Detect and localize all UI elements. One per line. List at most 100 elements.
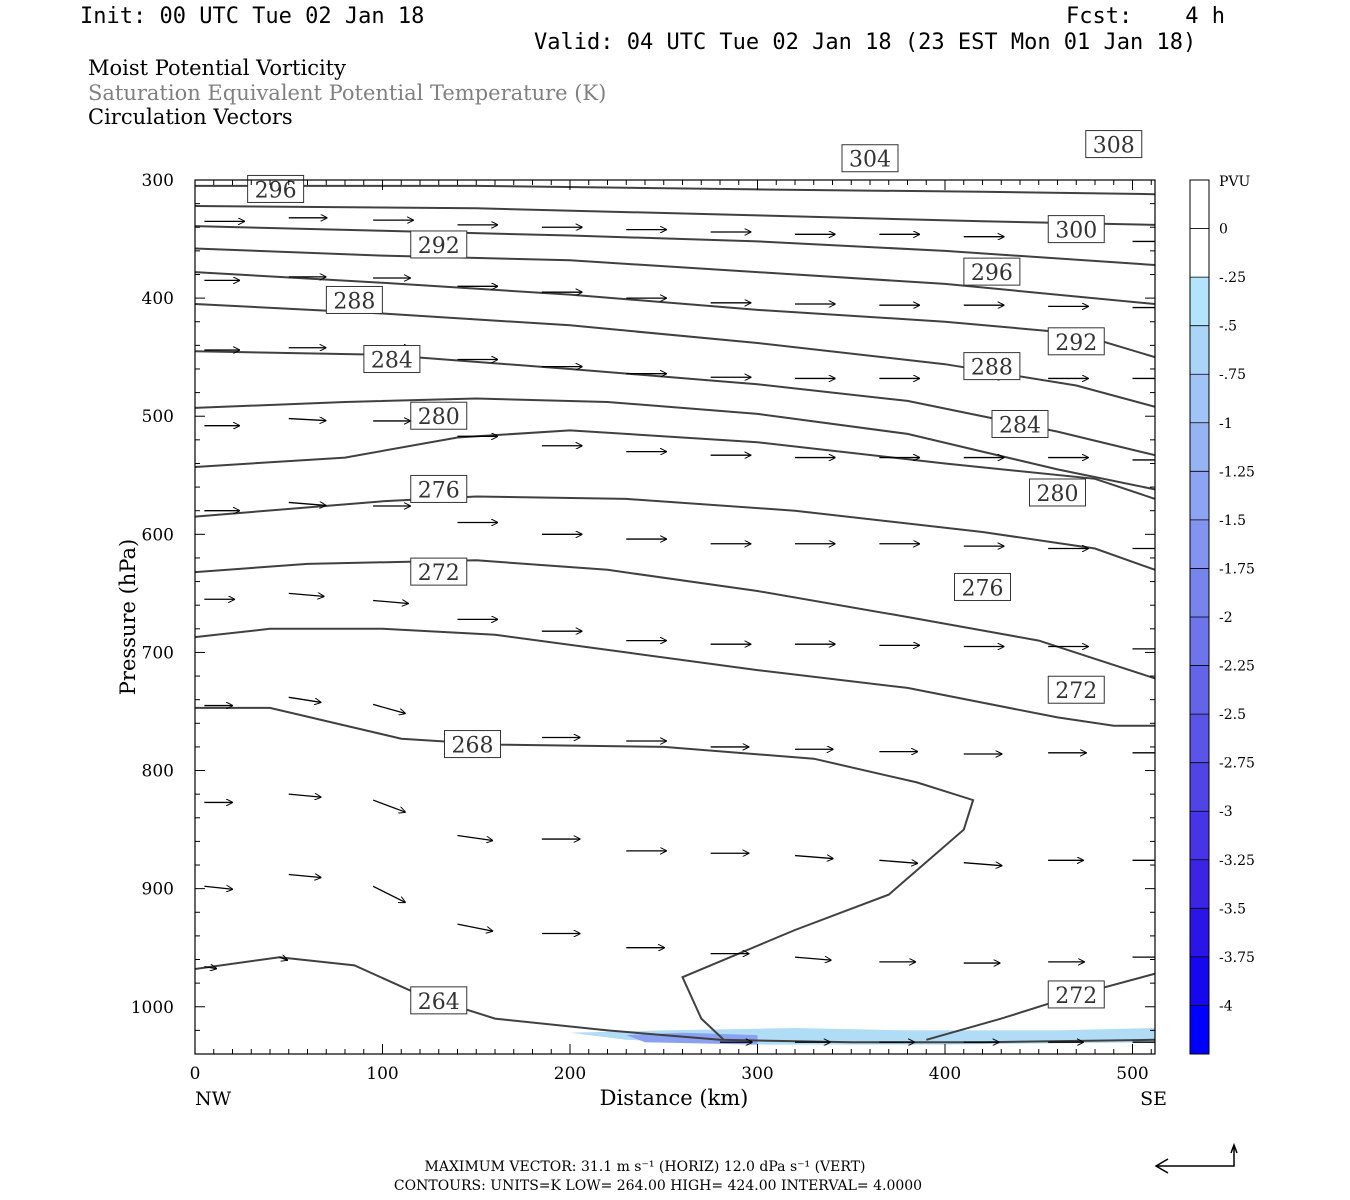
x-tick-label: 0 <box>190 1064 201 1084</box>
colorbar-level-label: -1.5 <box>1219 513 1246 529</box>
contour-label-text: 292 <box>1055 331 1097 356</box>
vector-109 <box>279 957 287 960</box>
contour-label-text: 292 <box>418 234 460 259</box>
legend-vectors: Circulation Vectors <box>88 105 293 129</box>
contour-264-0 <box>195 956 1155 1044</box>
legend-theta-es: Saturation Equivalent Potential Temperat… <box>88 81 607 105</box>
vector-86 <box>372 799 405 812</box>
x-tick-label: 300 <box>741 1064 773 1084</box>
colorbar-swatch <box>1190 908 1209 958</box>
colorbar-level-label: -1 <box>1219 416 1233 432</box>
colorbar-swatch <box>1190 714 1209 764</box>
circulation-vectors <box>204 218 1155 1042</box>
colorbar-level-label: -4 <box>1219 998 1233 1014</box>
contour-label-18: 304 <box>841 144 899 173</box>
contour-label-text: 276 <box>418 478 460 503</box>
contour-316-14 <box>195 184 1155 196</box>
vector-92 <box>879 860 917 863</box>
y-tick-label: 400 <box>142 289 174 309</box>
colorbar-level-label: -2.25 <box>1219 659 1255 675</box>
init-time: Init: 00 UTC Tue 02 Jan 18 <box>80 4 425 29</box>
colorbar-level-label: -2 <box>1219 610 1233 626</box>
contour-label-12: 288 <box>325 285 383 314</box>
x-tick-label: 500 <box>1116 1064 1148 1084</box>
colorbar-swatch <box>1190 277 1209 327</box>
valid-time: Valid: 04 UTC Tue 02 Jan 18 (23 EST Mon … <box>534 30 1197 55</box>
contour-label-4: 272 <box>1047 675 1105 704</box>
x-tick-label: 200 <box>554 1064 586 1084</box>
vector-49 <box>288 502 326 505</box>
contour-272-3 <box>926 972 1155 1041</box>
contour-label-text: 280 <box>1037 482 1079 507</box>
footer-contours: CONTOURS: UNITS=K LOW= 264.00 HIGH= 424.… <box>394 1178 922 1194</box>
contour-label-text: 284 <box>371 349 413 374</box>
vector-74 <box>372 703 405 713</box>
vector-87 <box>457 834 493 841</box>
colorbar-swatch <box>1190 471 1209 521</box>
vector-99 <box>457 923 493 931</box>
se-label: SE <box>1140 1088 1167 1110</box>
colorbar-title: PVU <box>1219 174 1251 190</box>
contour-label-1: 268 <box>444 730 501 759</box>
contour-label-3: 272 <box>1047 980 1105 1009</box>
contour-label-text: 276 <box>962 576 1004 601</box>
contour-label-text: 268 <box>452 734 494 759</box>
vector-61 <box>288 593 324 596</box>
contour-label-5: 276 <box>954 572 1011 601</box>
colorbar-swatch <box>1190 228 1209 278</box>
x-tick-label: 100 <box>366 1064 398 1084</box>
vector-96 <box>204 886 232 889</box>
colorbar-swatch <box>1190 422 1209 472</box>
contour-labels: 264 268 272 272 272 276 276 280 280 284 284 288 288 2… <box>247 130 1143 1015</box>
contour-label-text: 272 <box>1055 679 1097 704</box>
colorbar-level-label: -1.75 <box>1219 561 1255 577</box>
y-tick-label: 600 <box>142 525 174 545</box>
contour-label-text: 288 <box>971 356 1013 381</box>
contour-308-12 <box>195 225 1155 266</box>
vector-98 <box>372 885 405 902</box>
colorbar-level-label: -3.25 <box>1219 853 1255 869</box>
y-tick-label: 500 <box>142 407 174 427</box>
colorbar-swatch <box>1190 1005 1209 1055</box>
legend-pv: Moist Potential Vorticity <box>88 56 346 80</box>
colorbar-level-label: -.75 <box>1219 367 1246 383</box>
colorbar-swatch <box>1190 859 1209 909</box>
nw-label: NW <box>195 1088 232 1110</box>
x-tick-label: 400 <box>929 1064 961 1084</box>
colorbar-swatch <box>1190 180 1209 230</box>
contour-label-17: 300 <box>1047 215 1105 244</box>
contour-label-19: 308 <box>1085 130 1143 159</box>
contour-label-text: 264 <box>418 990 460 1015</box>
colorbar-level-label: -3 <box>1219 804 1233 820</box>
colorbar: PVU 0 -.25 -.5 -.75 -1 -1.25 -1.5 -1.75 -2 -2.25 -2… <box>1189 174 1255 1055</box>
y-tick-label: 800 <box>142 762 174 782</box>
contour-label-15: 292 <box>1047 327 1105 356</box>
contour-label-10: 284 <box>363 345 421 374</box>
contour-288-7 <box>195 397 1155 491</box>
plot-frame <box>194 179 1156 1055</box>
contour-312-13 <box>195 205 1155 226</box>
forecast-hour: Fcst: 4 h <box>1066 4 1225 29</box>
colorbar-swatch <box>1190 665 1209 715</box>
vector-93 <box>963 863 1002 866</box>
y-axis-label: Pressure (hPa) <box>116 539 140 695</box>
contour-label-13: 296 <box>963 257 1021 286</box>
vector-73 <box>288 696 321 702</box>
contour-label-text: 308 <box>1093 134 1135 159</box>
vector-37 <box>288 419 326 421</box>
contour-label-7: 280 <box>1029 478 1086 507</box>
colorbar-level-label: -2.5 <box>1219 707 1246 723</box>
colorbar-swatch <box>1190 762 1209 812</box>
contour-label-text: 284 <box>999 413 1041 438</box>
colorbar-swatch <box>1190 325 1209 375</box>
contour-280-5 <box>195 495 1155 571</box>
y-tick-label: 300 <box>142 171 174 191</box>
colorbar-level-label: -1.25 <box>1219 464 1255 480</box>
contour-284-6 <box>195 429 1155 500</box>
contour-276-4 <box>195 559 1155 680</box>
colorbar-swatch <box>1190 519 1209 569</box>
contour-label-text: 296 <box>971 261 1013 286</box>
contour-272-2 <box>195 627 1155 727</box>
contour-label-text: 272 <box>1055 984 1097 1009</box>
